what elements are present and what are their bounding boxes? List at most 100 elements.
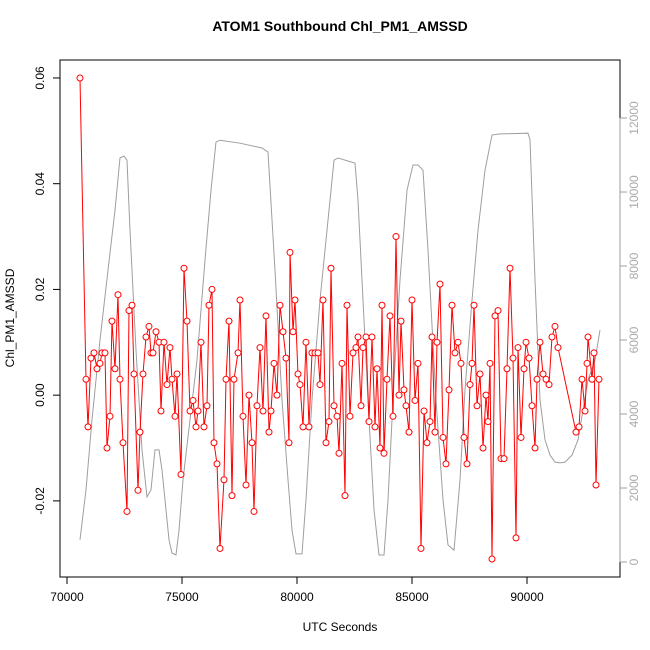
data-point [125,307,133,315]
data-point [149,349,157,357]
data-point [346,412,354,420]
data-point [373,365,381,373]
data-point [575,423,583,431]
data-point [171,412,179,420]
data-point [509,354,517,362]
data-point [592,481,600,489]
data-point [276,301,284,309]
data-point [341,492,349,500]
data-point [376,444,384,452]
data-point [595,375,603,383]
data-point [392,233,400,241]
data-point [503,365,511,373]
data-point [213,460,221,468]
data-point [368,333,376,341]
data-point [166,344,174,352]
y2-tick-label: 2000 [627,474,641,501]
data-point [486,359,494,367]
data-point [548,333,556,341]
data-point [365,418,373,426]
data-point [335,449,343,457]
data-point [583,359,591,367]
data-point [82,375,90,383]
data-point [203,402,211,410]
data-point [402,402,410,410]
data-point [285,439,293,447]
data-point [506,264,514,272]
data-point [454,338,462,346]
data-point [426,418,434,426]
data-point [93,365,101,373]
data-point [327,264,335,272]
data-point [428,333,436,341]
data-point [442,460,450,468]
data-point [338,359,346,367]
y-tick-label: 0.06 [33,66,47,90]
data-point [289,328,297,336]
data-point [189,396,197,404]
y2-tick-label: 8000 [627,252,641,279]
data-point [439,433,447,441]
data-point [314,349,322,357]
data-point [349,349,357,357]
y-axis-label: Chl_PM1_AMSSD [3,268,17,367]
data-point [305,423,313,431]
data-point [494,307,502,315]
data-point [183,317,191,325]
data-point [588,375,596,383]
data-line [79,132,601,556]
data-point [180,264,188,272]
data-point [114,291,122,299]
data-point [330,402,338,410]
data-point [177,470,185,478]
data-point [476,370,484,378]
data-point [470,301,478,309]
data-point [411,396,419,404]
data-point [316,381,324,389]
data-point [116,375,124,383]
data-point [220,476,228,484]
data-point [578,375,586,383]
data-point [400,386,408,394]
data-point [522,338,530,346]
x-tick-label: 75000 [165,590,199,604]
data-point [299,423,307,431]
data-point [208,285,216,293]
data-point [362,333,370,341]
data-point [163,381,171,389]
data-point [572,428,580,436]
data-line [79,77,600,560]
data-point [103,444,111,452]
data-point [473,402,481,410]
data-point [520,365,528,373]
data-point [194,407,202,415]
data-point [333,412,341,420]
data-point [380,449,388,457]
data-point [433,338,441,346]
data-point [352,344,360,352]
data-point [542,375,550,383]
plot-box [59,59,621,578]
data-point [291,296,299,304]
data-point [482,391,490,399]
data-point [152,328,160,336]
data-point [590,349,598,357]
data-point [134,486,142,494]
data-point [228,492,236,500]
y-tick-label: 0.04 [33,172,47,196]
y2-tick-label: 10000 [627,175,641,209]
data-point [234,349,242,357]
data-point [371,423,379,431]
data-point [445,386,453,394]
data-point [545,381,553,389]
data-point [242,481,250,489]
x-tick-label: 80000 [280,590,314,604]
y-tick-label: -0.02 [33,487,47,515]
data-point [554,344,562,352]
data-point [414,359,422,367]
data-point [286,248,294,256]
data-point [84,423,92,431]
data-point [408,296,416,304]
data-point [389,412,397,420]
